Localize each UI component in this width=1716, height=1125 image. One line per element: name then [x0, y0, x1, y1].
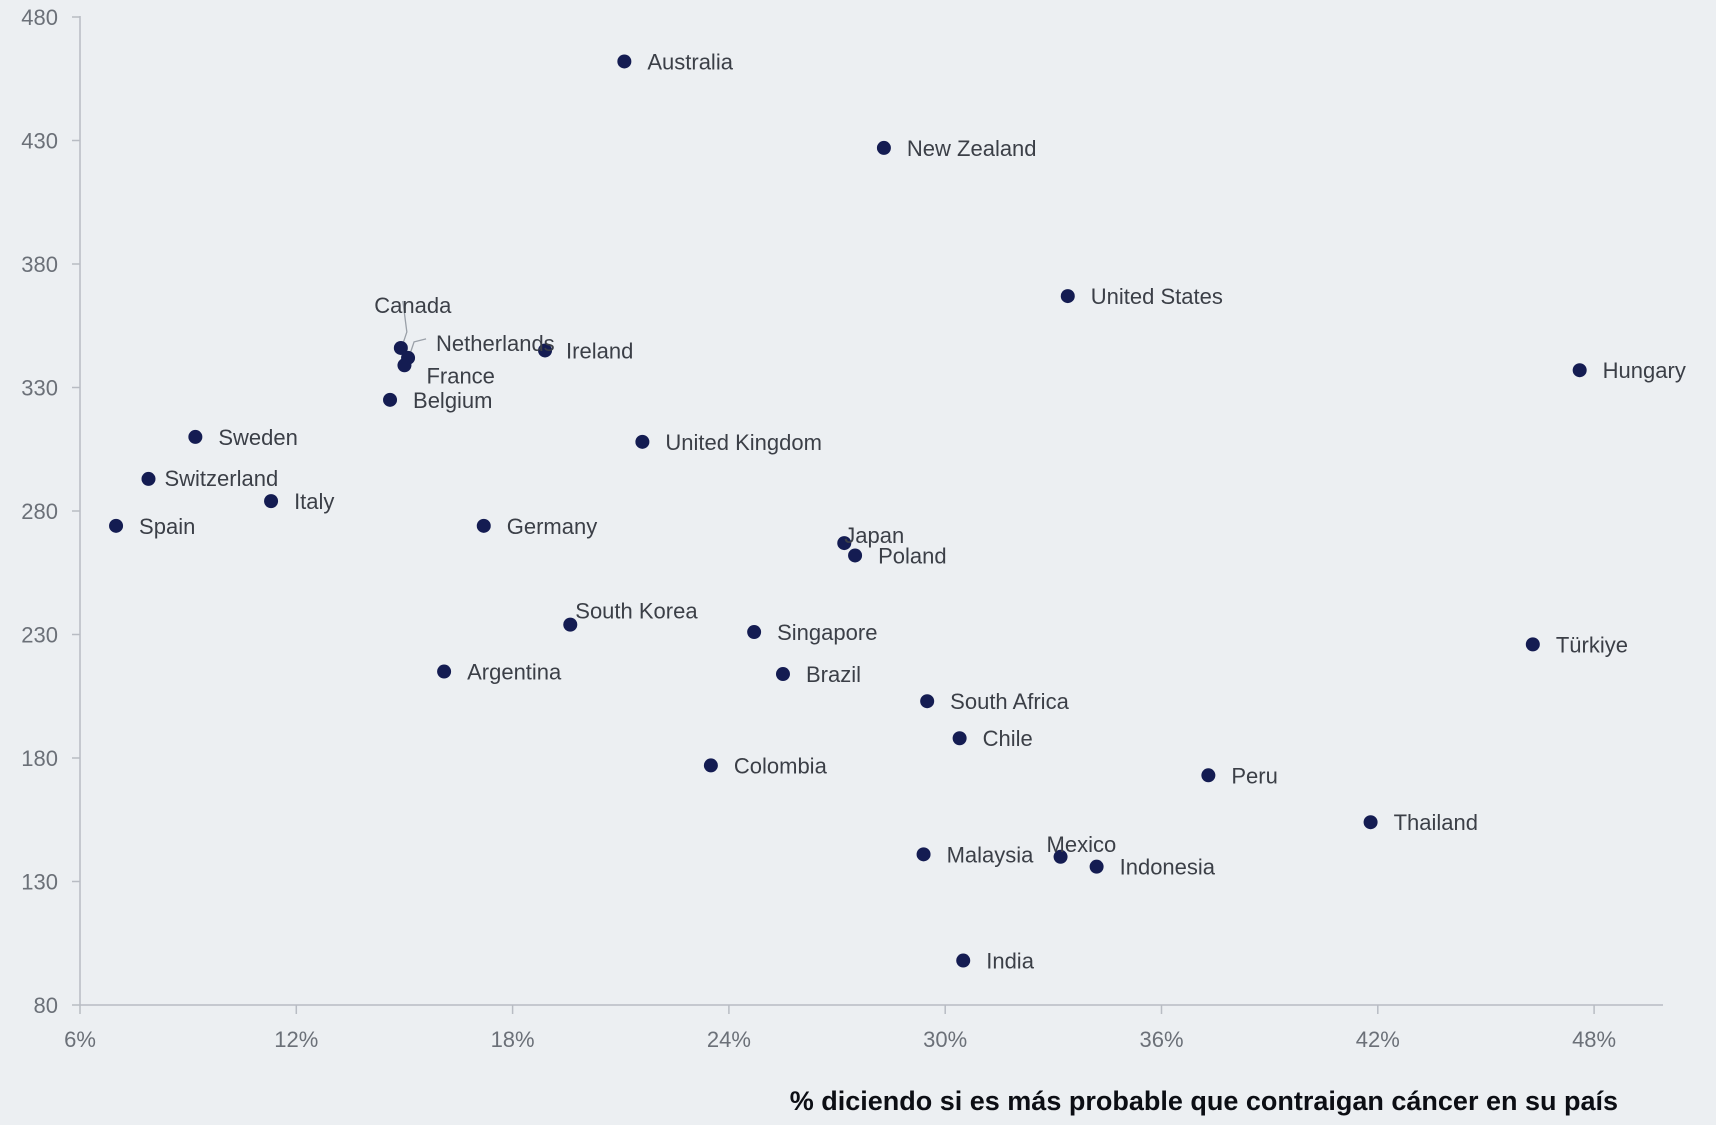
point-label: Hungary — [1603, 358, 1686, 383]
y-tick-label: 130 — [21, 870, 58, 895]
x-tick-label: 12% — [274, 1027, 318, 1052]
leader-lines — [402, 300, 427, 355]
data-point — [703, 758, 718, 773]
point-label: Türkiye — [1556, 632, 1628, 657]
y-tick-label: 380 — [21, 252, 58, 277]
point-label: Netherlands — [436, 331, 555, 356]
data-point — [393, 340, 408, 355]
point-label: United Kingdom — [665, 430, 822, 455]
data-point — [1053, 849, 1068, 864]
y-tick-label: 280 — [21, 499, 58, 524]
point-label: Thailand — [1394, 810, 1478, 835]
label-leader-line — [402, 300, 408, 345]
point-label: Italy — [294, 489, 334, 514]
x-tick-label: 6% — [64, 1027, 96, 1052]
data-point — [264, 494, 279, 509]
point-label: Germany — [507, 514, 597, 539]
point-label: United States — [1091, 284, 1223, 309]
point-label: Colombia — [734, 753, 828, 778]
data-point — [956, 953, 971, 968]
point-label: South Korea — [575, 599, 698, 624]
y-tick-label: 230 — [21, 623, 58, 648]
point-label: Singapore — [777, 620, 877, 645]
data-point — [188, 429, 203, 444]
point-label: Ireland — [566, 338, 633, 363]
data-point — [437, 664, 452, 679]
data-point — [538, 343, 553, 358]
data-point — [1525, 637, 1540, 652]
data-point — [397, 358, 412, 373]
data-point — [109, 518, 124, 533]
data-point — [837, 536, 852, 551]
point-label: New Zealand — [907, 136, 1037, 161]
point-label: Canada — [374, 293, 452, 318]
data-point — [848, 548, 863, 563]
data-point — [1572, 363, 1587, 378]
label-leader-line — [409, 338, 427, 355]
data-point — [476, 518, 491, 533]
data-point — [617, 54, 632, 69]
data-point — [1201, 768, 1216, 783]
data-point — [141, 471, 156, 486]
point-label: France — [426, 363, 494, 388]
point-label: Sweden — [218, 425, 298, 450]
point-label: Belgium — [413, 388, 492, 413]
data-point — [1089, 859, 1104, 874]
data-point — [1363, 815, 1378, 830]
x-tick-label: 48% — [1572, 1027, 1616, 1052]
point-labels: Australia New Zealand United States Hungary… — [139, 49, 1686, 973]
axes: 80 130 180 230 280 330 380 430 480 6% 12% 18% 24% 30%… — [21, 5, 1663, 1052]
x-tick-label: 30% — [923, 1027, 967, 1052]
y-tick-label: 80 — [34, 993, 58, 1018]
point-label: South Africa — [950, 689, 1069, 714]
data-points — [109, 54, 1587, 968]
data-point — [775, 667, 790, 682]
data-point — [1060, 289, 1075, 304]
data-point — [916, 847, 931, 862]
data-point — [920, 694, 935, 709]
y-tick-label: 430 — [21, 129, 58, 154]
point-label: Malaysia — [947, 842, 1035, 867]
point-label: Poland — [878, 543, 947, 568]
point-label: Peru — [1231, 763, 1277, 788]
point-label: Australia — [647, 49, 733, 74]
data-point — [635, 434, 650, 449]
x-tick-label: 24% — [707, 1027, 751, 1052]
point-label: Argentina — [467, 660, 562, 685]
point-label: Chile — [983, 726, 1033, 751]
y-tick-label: 330 — [21, 376, 58, 401]
data-point — [876, 140, 891, 155]
data-point — [747, 625, 762, 640]
y-tick-label: 480 — [21, 5, 58, 30]
data-point — [952, 731, 967, 746]
point-label: India — [986, 949, 1034, 974]
point-label: Japan — [844, 523, 904, 548]
x-tick-label: 42% — [1356, 1027, 1400, 1052]
point-label: Spain — [139, 514, 195, 539]
x-tick-label: 18% — [491, 1027, 535, 1052]
x-axis-title: % diciendo si es más probable que contra… — [790, 1086, 1618, 1116]
data-point — [563, 617, 578, 632]
point-label: Indonesia — [1120, 855, 1216, 880]
y-tick-label: 180 — [21, 746, 58, 771]
data-point — [383, 392, 398, 407]
point-label: Brazil — [806, 662, 861, 687]
point-label: Switzerland — [164, 466, 278, 491]
x-tick-label: 36% — [1139, 1027, 1183, 1052]
point-label: Mexico — [1047, 832, 1117, 857]
